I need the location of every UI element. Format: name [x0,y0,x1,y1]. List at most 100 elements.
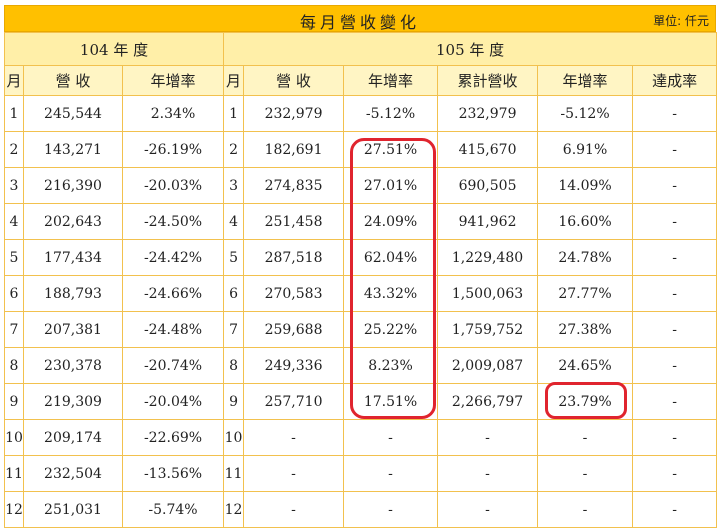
cell-yoy-104: -20.03% [121,167,225,204]
cell-yoy-104: -24.48% [121,311,225,348]
cell-achievement: - [632,491,718,528]
col-month-105: 月 [223,65,245,96]
cell-yoy-105: - [343,491,439,528]
cell-revenue-105: - [243,419,345,456]
cell-month-105: 5 [223,239,245,276]
cell-yoy-105: 17.51% [343,383,439,420]
cell-revenue-105: - [243,491,345,528]
cell-revenue-104: 230,378 [23,347,123,384]
cell-cumulative-105: 1,229,480 [437,239,539,276]
cell-revenue-105: 251,458 [243,203,345,240]
cell-month-104: 5 [4,239,24,276]
year-105-header: 105 年 度 [223,32,718,66]
cell-month-104: 10 [4,419,24,456]
cell-revenue-105: 259,688 [243,311,345,348]
cell-revenue-105: 182,691 [243,131,345,168]
cell-revenue-104: 202,643 [23,203,123,240]
cell-revenue-105: 249,336 [243,347,345,384]
cell-cumulative-105: 415,670 [437,131,539,168]
col-achievement: 達成率 [632,65,718,96]
cell-cum-yoy-105: -5.12% [537,95,634,132]
cell-achievement: - [632,167,718,204]
cell-revenue-104: 219,309 [23,383,123,420]
cell-cum-yoy-105: - [537,491,634,528]
table-row: 4 202,643 -24.50% 4 251,458 24.09% 941,962 16.6… [4,203,718,240]
cell-yoy-105: 25.22% [343,311,439,348]
cell-yoy-104: -5.74% [121,491,225,528]
cell-revenue-104: 251,031 [23,491,123,528]
cell-yoy-105: 27.01% [343,167,439,204]
cell-yoy-104: -22.69% [121,419,225,456]
cell-revenue-104: 207,381 [23,311,123,348]
cell-month-104: 1 [4,95,24,132]
cell-month-105: 3 [223,167,245,204]
cell-cumulative-105: 1,759,752 [437,311,539,348]
cell-month-104: 8 [4,347,24,384]
cell-revenue-105: 274,835 [243,167,345,204]
cell-yoy-104: -20.74% [121,347,225,384]
cell-month-104: 12 [4,491,24,528]
table-row: 2 143,271 -26.19% 2 182,691 27.51% 415,670 6.91… [4,131,718,168]
cell-cumulative-105: 232,979 [437,95,539,132]
cell-revenue-105: 257,710 [243,383,345,420]
table-row: 1 245,544 2.34% 1 232,979 -5.12% 232,979 -5.12%… [4,95,718,132]
cell-cum-yoy-105: - [537,455,634,492]
cell-yoy-105: 43.32% [343,275,439,312]
cell-cumulative-105: - [437,419,539,456]
cell-cum-yoy-105: 27.77% [537,275,634,312]
table-row: 7 207,381 -24.48% 7 259,688 25.22% 1,759,752 27… [4,311,718,348]
cell-month-105: 2 [223,131,245,168]
cell-cumulative-105: 690,505 [437,167,539,204]
cell-yoy-104: -20.04% [121,383,225,420]
cell-month-105: 1 [223,95,245,132]
cell-month-105: 4 [223,203,245,240]
cell-achievement: - [632,311,718,348]
cell-cum-yoy-105: 24.78% [537,239,634,276]
cell-achievement: - [632,239,718,276]
cell-cum-yoy-105: - [537,419,634,456]
table-row: 3 216,390 -20.03% 3 274,835 27.01% 690,505 14.0… [4,167,718,204]
cell-revenue-104: 209,174 [23,419,123,456]
col-cum-yoy-105: 年增率 [537,65,634,96]
cell-month-105: 6 [223,275,245,312]
cell-achievement: - [632,383,718,420]
revenue-table-panel: 每月營收變化 單位: 仟元 104 年 度 105 年 度 月 營 收 年增率 … [3,5,718,528]
col-revenue-104: 營 收 [23,65,123,96]
cell-month-105: 12 [223,491,245,528]
cell-month-104: 7 [4,311,24,348]
cell-cumulative-105: - [437,491,539,528]
cell-month-104: 3 [4,167,24,204]
cell-yoy-105: -5.12% [343,95,439,132]
cell-yoy-104: -26.19% [121,131,225,168]
cell-cum-yoy-105: 23.79% [537,383,634,420]
cell-yoy-105: 8.23% [343,347,439,384]
cell-yoy-104: -24.66% [121,275,225,312]
cell-month-105: 10 [223,419,245,456]
cell-month-105: 9 [223,383,245,420]
cell-yoy-105: - [343,419,439,456]
table-row: 10 209,174 -22.69% 10- - - - - [4,419,718,456]
cell-cum-yoy-105: 27.38% [537,311,634,348]
title-bar: 每月營收變化 單位: 仟元 [4,5,716,32]
cell-cumulative-105: 2,009,087 [437,347,539,384]
table-row: 8 230,378 -20.74% 8 249,336 8.23% 2,009,087 24.… [4,347,718,384]
col-yoy-104: 年增率 [121,65,225,96]
cell-month-104: 11 [4,455,24,492]
cell-cumulative-105: 2,266,797 [437,383,539,420]
table-row: 11 232,504 -13.56% 11- - - - - [4,455,718,492]
monthly-revenue-table: 104 年 度 105 年 度 月 營 收 年增率 月 營 收 年增率 累計營收… [3,32,718,528]
cell-yoy-104: -24.50% [121,203,225,240]
table-row: 6 188,793 -24.66% 6 270,583 43.32% 1,500,063 27… [4,275,718,312]
cell-revenue-105: 232,979 [243,95,345,132]
cell-revenue-105: 270,583 [243,275,345,312]
cell-cumulative-105: 941,962 [437,203,539,240]
cell-month-105: 8 [223,347,245,384]
cell-revenue-104: 245,544 [23,95,123,132]
cell-yoy-105: 24.09% [343,203,439,240]
cell-achievement: - [632,275,718,312]
cell-achievement: - [632,203,718,240]
cell-achievement: - [632,131,718,168]
col-yoy-105: 年增率 [343,65,439,96]
cell-revenue-104: 177,434 [23,239,123,276]
cell-achievement: - [632,347,718,384]
